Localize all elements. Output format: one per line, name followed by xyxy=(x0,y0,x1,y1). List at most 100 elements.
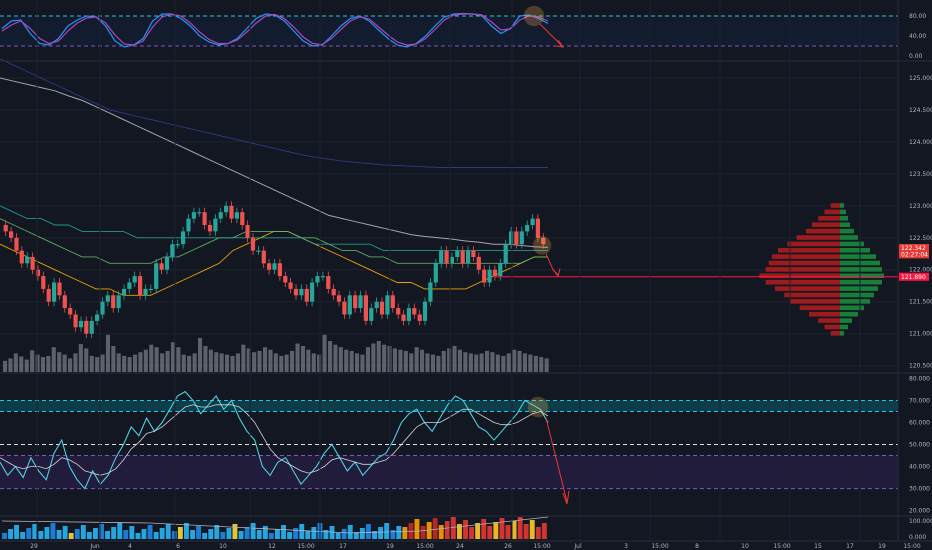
candle xyxy=(315,276,320,283)
volume-profile-up xyxy=(840,222,850,227)
oscillator-bar xyxy=(499,518,505,539)
oscillator-bar xyxy=(541,523,547,539)
candle xyxy=(256,250,261,252)
candle xyxy=(487,269,492,283)
volume-profile-down xyxy=(759,273,840,279)
stochastic-pane[interactable] xyxy=(0,5,898,48)
volume-profile-up xyxy=(840,254,876,259)
oscillator-bar xyxy=(511,521,517,539)
oscillator-bar xyxy=(32,524,38,539)
volume-bar xyxy=(19,356,24,372)
volume-bar xyxy=(257,350,262,372)
candle xyxy=(320,276,325,278)
volume-bar xyxy=(349,350,354,372)
oscillator-bar xyxy=(390,530,396,539)
oscillator-tick: 100.000 xyxy=(909,518,932,525)
time-label: 19 xyxy=(386,543,394,550)
moving-average-line xyxy=(0,58,548,168)
stoch-tick: 40.00 xyxy=(909,33,926,40)
volume-bar xyxy=(414,347,419,372)
oscillator-bar xyxy=(493,522,499,539)
candle xyxy=(304,288,309,302)
stoch-highlight-circle xyxy=(523,5,545,27)
volume-bar xyxy=(165,350,170,372)
time-label: 15:00 xyxy=(416,543,433,550)
volume-bar xyxy=(425,353,430,372)
candle xyxy=(62,295,67,309)
volume-profile-down xyxy=(768,260,840,266)
candle xyxy=(197,212,202,214)
oscillator-bar xyxy=(44,527,50,539)
rsi-pane[interactable] xyxy=(0,390,898,505)
oscillator-bar xyxy=(141,529,147,539)
rsi-line xyxy=(0,390,549,490)
oscillator-bar xyxy=(463,520,468,539)
rsi-tick: 70.000 xyxy=(909,397,930,404)
volume-profile-up xyxy=(840,279,882,285)
oscillator-bar xyxy=(244,527,250,539)
rsi-down-arrow xyxy=(545,417,568,502)
candle xyxy=(519,231,524,245)
volume-profile-up xyxy=(840,216,848,221)
price-tick: 122.500 xyxy=(909,235,932,242)
volume-bar xyxy=(246,348,251,372)
oscillator-bar xyxy=(99,524,104,539)
oscillator-bar xyxy=(347,525,353,539)
rsi-tick: 30.000 xyxy=(909,486,930,493)
volume-profile-up xyxy=(840,318,852,323)
price-tick: 121.000 xyxy=(909,331,932,338)
oscillator-bar xyxy=(38,531,44,539)
volume-bar xyxy=(192,353,197,372)
volume-bar xyxy=(116,353,121,372)
candle xyxy=(186,218,191,232)
oscillator-bar xyxy=(353,532,359,539)
volume-oscillator-pane[interactable] xyxy=(1,516,549,539)
price-pane[interactable] xyxy=(0,58,898,372)
volume-profile-up xyxy=(840,324,848,330)
candle xyxy=(277,263,282,277)
candle xyxy=(272,263,277,270)
volume-bar xyxy=(8,358,13,372)
time-label: 3 xyxy=(624,543,628,550)
time-label: Jun xyxy=(89,543,100,550)
candle xyxy=(363,295,368,321)
oscillator-bar xyxy=(523,524,529,539)
oscillator-bar xyxy=(475,523,481,539)
candle xyxy=(374,301,379,309)
oscillator-bar xyxy=(396,526,402,539)
volume-bar xyxy=(360,354,365,372)
candle xyxy=(449,256,454,264)
price-scale[interactable]: 80.00 40.00 0.00 125.000 124.500 124.000 123.5… xyxy=(909,13,932,541)
price-tick: 121.500 xyxy=(909,299,932,306)
volume-bar xyxy=(208,349,213,372)
oscillator-bar xyxy=(159,528,165,539)
volume-bar xyxy=(100,354,105,372)
stoch-tick: 80.00 xyxy=(909,13,926,20)
volume-bar xyxy=(214,352,219,372)
candle xyxy=(535,218,540,238)
volume-bar xyxy=(78,344,83,372)
candle xyxy=(261,250,266,264)
time-label: 12 xyxy=(268,543,276,550)
oscillator-bar xyxy=(202,533,208,539)
volume-bar xyxy=(89,355,94,372)
price-tick: 120.500 xyxy=(909,363,932,370)
time-axis[interactable]: 29 Jun 4 6 10 12 15:00 17 19 15:00 24 26 15:00 Jul 3 15… xyxy=(30,543,921,550)
candle xyxy=(41,276,46,289)
volume-bar xyxy=(235,353,240,372)
time-label: 10 xyxy=(219,543,227,550)
volume-profile-down xyxy=(774,286,840,291)
volume-profile-down xyxy=(771,254,840,259)
volume-profile-up xyxy=(840,203,844,208)
volume-bar xyxy=(344,349,349,372)
time-label: Jul xyxy=(573,543,582,550)
stoch-arrow-head xyxy=(555,39,565,48)
level-price-label-bg xyxy=(899,272,929,281)
volume-bar xyxy=(198,337,203,372)
candle xyxy=(95,314,100,321)
oscillator-bar xyxy=(111,527,117,539)
candle xyxy=(439,250,444,264)
last-price-label-bg xyxy=(899,244,929,252)
volume-bar xyxy=(539,357,544,372)
